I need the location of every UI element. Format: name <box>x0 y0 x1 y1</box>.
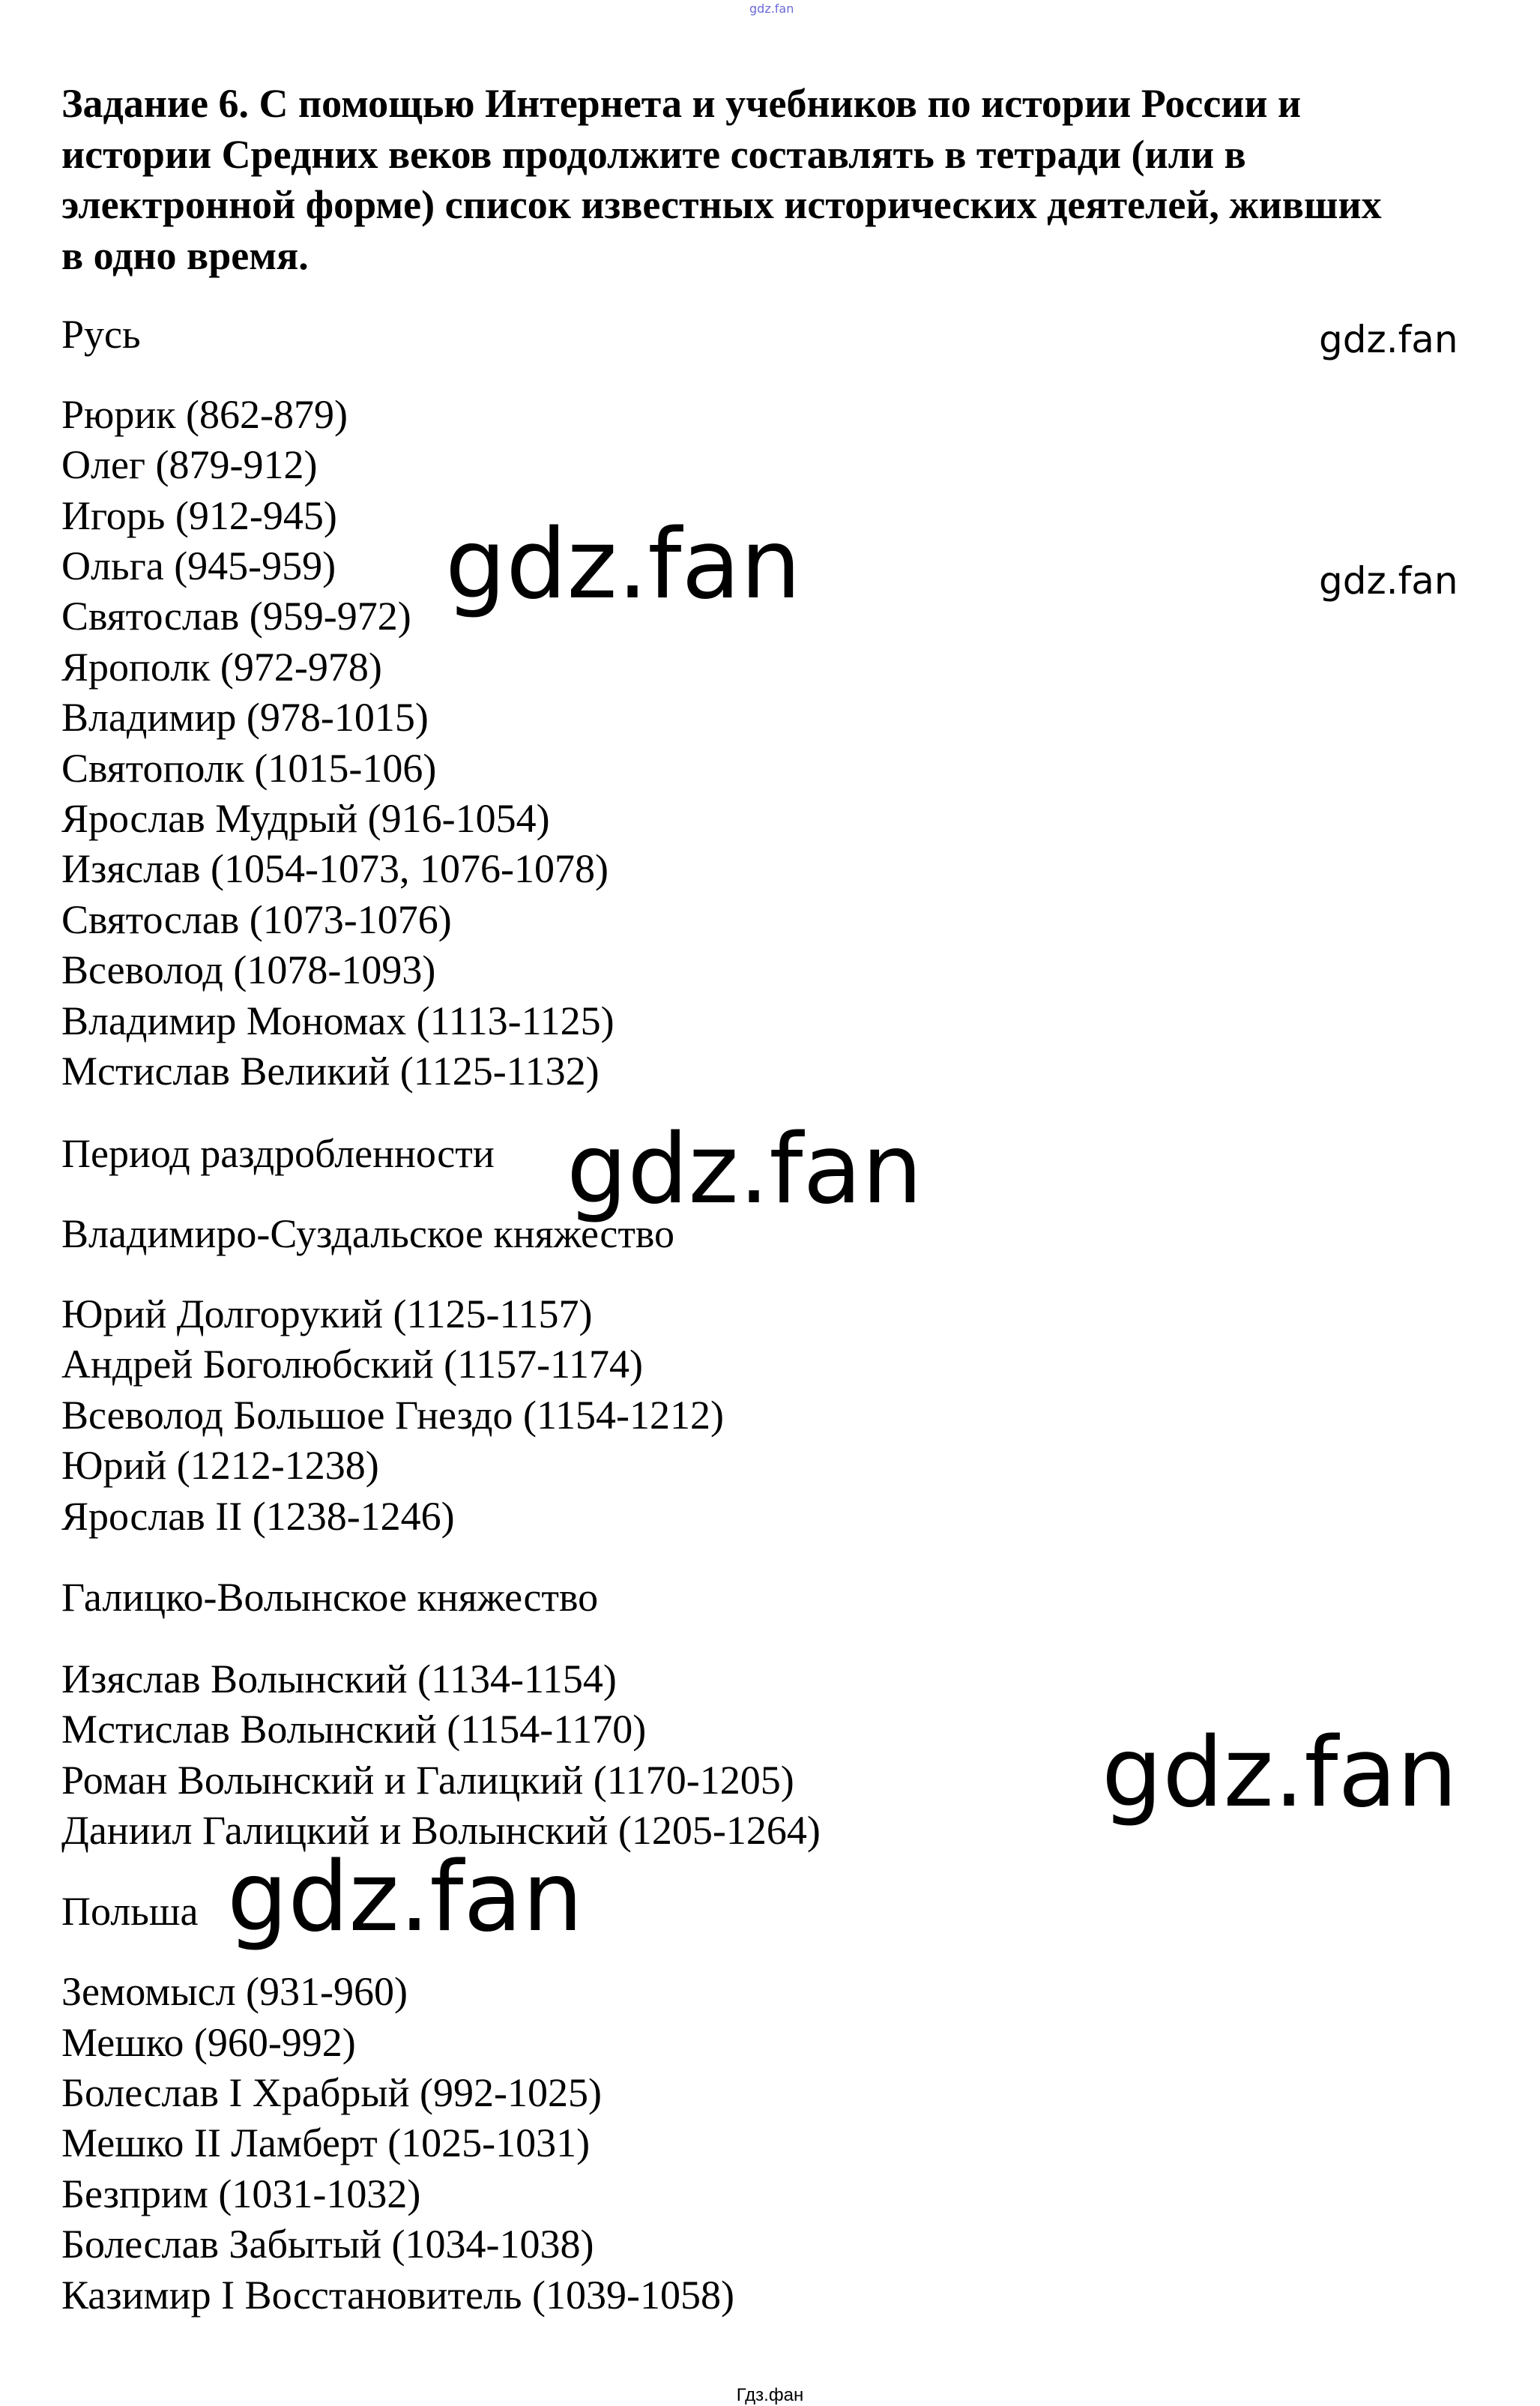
list-item: Игорь (912-945) <box>61 493 337 538</box>
list-item: Святополк (1015-106) <box>61 746 437 791</box>
section-heading: Период раздробленности <box>61 1131 495 1176</box>
list-item: Андрей Боголюбский (1157-1174) <box>61 1342 644 1387</box>
list-item: Даниил Галицкий и Волынский (1205-1264) <box>61 1808 821 1853</box>
task-title-line: электронной форме) список известных исто… <box>61 182 1382 227</box>
list-item: Изяслав Волынский (1134-1154) <box>61 1656 617 1701</box>
list-item: Владимир Мономах (1113-1125) <box>61 998 615 1043</box>
section-heading: Владимиро-Суздальское княжество <box>61 1211 675 1256</box>
list-item: Роман Волынский и Галицкий (1170-1205) <box>61 1758 794 1803</box>
list-item: Земомысл (931-960) <box>61 1969 408 2014</box>
list-item: Болеслав Забытый (1034-1038) <box>61 2222 594 2267</box>
section-heading: Галицко-Волынское княжество <box>61 1575 599 1620</box>
watermark-large: gdz.fan <box>567 1114 923 1225</box>
list-item: Олег (879-912) <box>61 442 318 487</box>
section-heading: Польша <box>61 1889 199 1934</box>
task-title-line: Задание 6. С помощью Интернета и учебник… <box>61 81 1302 126</box>
watermark-large: gdz.fan <box>227 1842 583 1953</box>
list-item: Ярополк (972-978) <box>61 645 382 690</box>
list-item: Изяслав (1054-1073, 1076-1078) <box>61 846 609 891</box>
task-title-line: истории Средних веков продолжите составл… <box>61 132 1246 177</box>
watermark-top: gdz.fan <box>749 1 794 16</box>
list-item: Безприм (1031-1032) <box>61 2171 421 2216</box>
watermark-large: gdz.fan <box>1102 1717 1458 1829</box>
list-item: Святослав (959-972) <box>61 594 411 639</box>
watermark-small: gdz.fan <box>1319 318 1458 361</box>
list-item: Казимир I Восстановитель (1039-1058) <box>61 2273 734 2318</box>
footer-watermark: Гдз.фан <box>736 2385 804 2405</box>
list-item: Святослав (1073-1076) <box>61 897 452 942</box>
list-item: Всеволод (1078-1093) <box>61 947 436 992</box>
list-item: Мешко II Ламберт (1025-1031) <box>61 2120 591 2165</box>
list-item: Юрий (1212-1238) <box>61 1443 379 1488</box>
list-item: Болеслав I Храбрый (992-1025) <box>61 2070 602 2115</box>
list-item: Ярослав Мудрый (916-1054) <box>61 796 550 841</box>
list-item: Мешко (960-992) <box>61 2020 356 2065</box>
watermark-small: gdz.fan <box>1319 559 1458 603</box>
watermark-large: gdz.fan <box>445 509 801 621</box>
list-item: Мстислав Волынский (1154-1170) <box>61 1707 647 1752</box>
list-item: Ярослав II (1238-1246) <box>61 1494 455 1539</box>
task-title-line: в одно время. <box>61 233 309 278</box>
list-item: Мстислав Великий (1125-1132) <box>61 1049 600 1094</box>
section-heading: Русь <box>61 312 141 357</box>
list-item: Владимир (978-1015) <box>61 695 429 740</box>
list-item: Рюрик (862-879) <box>61 392 348 437</box>
list-item: Всеволод Большое Гнездо (1154-1212) <box>61 1393 724 1438</box>
list-item: Ольга (945-959) <box>61 543 336 588</box>
list-item: Юрий Долгорукий (1125-1157) <box>61 1291 593 1336</box>
